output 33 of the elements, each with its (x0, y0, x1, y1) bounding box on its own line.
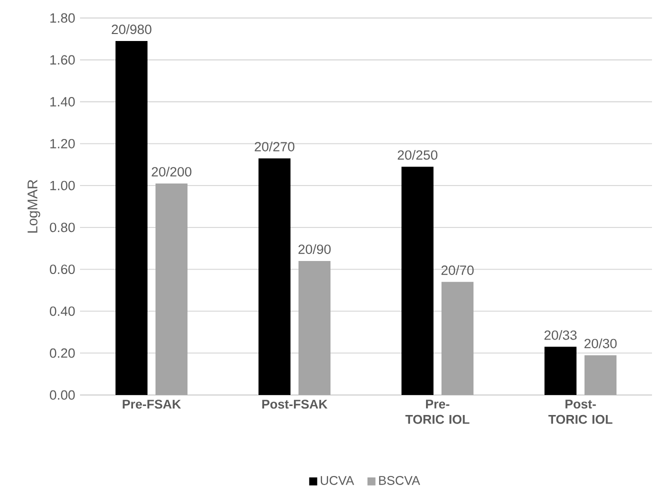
data-label: 20/33 (544, 330, 577, 340)
x-tick-label: Pre- TORIC IOL (405, 400, 470, 424)
bar (156, 183, 188, 395)
data-label: 20/30 (584, 338, 617, 348)
bar (442, 282, 474, 395)
bar (116, 40, 148, 395)
x-tick-label: Post- TORIC IOL (548, 400, 612, 424)
y-tick-label: 0.00 (50, 390, 75, 400)
data-label: 20/980 (112, 24, 152, 34)
y-tick-label: 1.20 (50, 138, 75, 148)
bar (258, 158, 290, 395)
data-label: 20/250 (398, 150, 438, 160)
y-tick-label: 0.60 (50, 264, 75, 274)
y-tick-label: 0.20 (50, 348, 75, 358)
bar (544, 346, 576, 395)
legend-label: BSCVA (379, 476, 420, 485)
bar (584, 355, 616, 395)
y-tick-label: 0.40 (50, 306, 75, 316)
x-tick-label: Post-FSAK (262, 400, 328, 409)
x-tick-label: Pre-FSAK (122, 400, 181, 409)
y-tick-label: 0.80 (50, 222, 75, 232)
y-axis-title: LogMAR (28, 180, 40, 232)
data-label: 20/90 (298, 244, 331, 254)
data-label: 20/70 (441, 265, 474, 275)
data-label: 20/270 (254, 142, 294, 152)
legend-label: UCVA (320, 476, 354, 485)
y-tick-label: 1.60 (50, 55, 75, 65)
y-tick-label: 1.40 (50, 96, 75, 106)
y-tick-label: 1.00 (50, 180, 75, 190)
data-label: 20/200 (152, 166, 192, 176)
y-tick-label: 1.80 (50, 13, 75, 23)
bar (401, 166, 434, 395)
bar (298, 260, 330, 395)
